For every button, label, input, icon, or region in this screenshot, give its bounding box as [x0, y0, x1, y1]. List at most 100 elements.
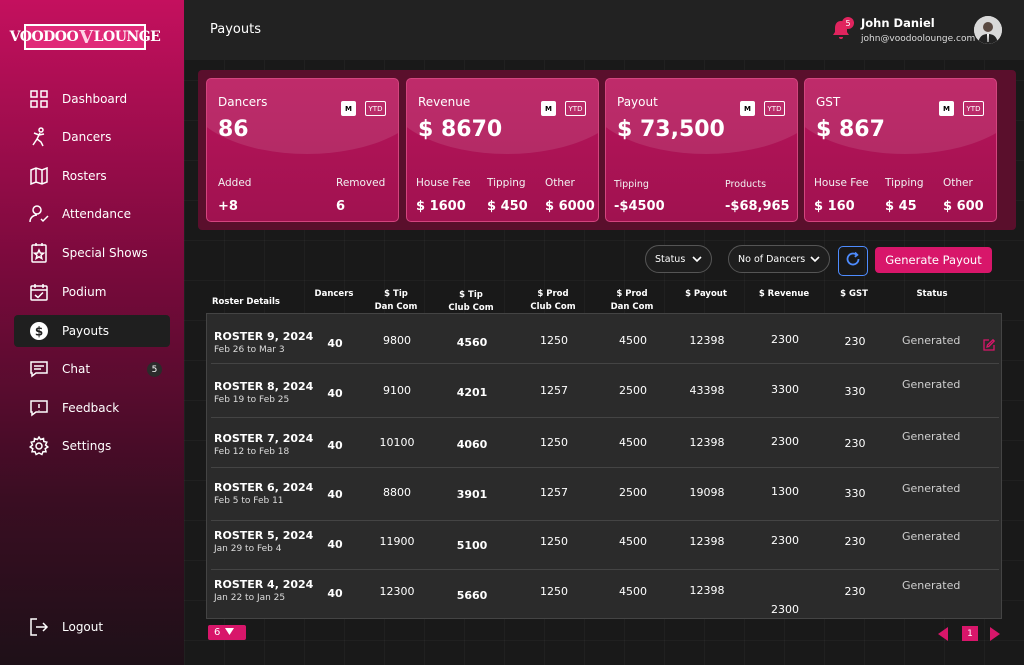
chevron-down-icon	[810, 254, 820, 267]
card-title: Payout	[617, 95, 658, 109]
column-header: $ Prod Club Com	[530, 289, 576, 312]
page-size-value: 6	[214, 627, 221, 638]
cell-gst: 330	[844, 385, 866, 398]
roster-dates: Feb 12 to Feb 18	[214, 447, 290, 457]
dollar-icon: $	[28, 320, 50, 342]
status-dropdown[interactable]: Status	[645, 245, 712, 273]
cell-prod-club: 1250	[540, 535, 568, 548]
avatar[interactable]	[974, 16, 1002, 44]
caret-down-icon	[225, 627, 235, 638]
cell-prod-club: 1257	[540, 486, 568, 499]
table-row[interactable]: ROSTER 7, 2024 Feb 12 to Feb 18 40 10100…	[207, 418, 1003, 468]
sidebar-item-attendance[interactable]: Attendance	[14, 198, 170, 230]
column-header: $ Tip Dan Com	[374, 289, 418, 312]
sub-label: Tipping	[885, 177, 924, 189]
status-badge: Generated	[902, 482, 961, 495]
cell-tip-dan: 12300	[379, 585, 415, 598]
roster-name: ROSTER 9, 2024	[214, 330, 314, 343]
payouts-table: ROSTER 9, 2024 Feb 26 to Mar 3 40 9800 4…	[206, 313, 1002, 619]
edit-icon[interactable]	[983, 336, 996, 355]
ytd-toggle[interactable]: YTD	[963, 101, 984, 116]
status-badge: Generated	[902, 579, 961, 592]
refresh-icon	[845, 251, 861, 271]
table-row[interactable]: ROSTER 9, 2024 Feb 26 to Mar 3 40 9800 4…	[207, 314, 1003, 364]
sub-value: $ 600	[943, 199, 984, 214]
sidebar-item-dancers[interactable]: Dancers	[14, 121, 170, 153]
logo-text-mid: V	[79, 26, 93, 48]
table-row[interactable]: ROSTER 4, 2024 Jan 22 to Jan 25 40 12300…	[207, 569, 1003, 619]
sidebar-item-label: Special Shows	[62, 246, 148, 260]
cell-payout: 12398	[689, 436, 725, 449]
cell-prod-dan: 4500	[619, 535, 647, 548]
sub-label: House Fee	[416, 177, 471, 189]
brand-logo[interactable]: VOODOO V LOUNGE	[10, 24, 161, 50]
ytd-toggle[interactable]: YTD	[764, 101, 785, 116]
logout-button[interactable]: Logout	[14, 611, 170, 643]
cell-prod-club: 1257	[540, 384, 568, 397]
cell-tip-dan: 10100	[379, 436, 415, 449]
table-row[interactable]: ROSTER 6, 2024 Feb 5 to Feb 11 40 8800 3…	[207, 471, 1003, 521]
dancers-dropdown[interactable]: No of Dancers	[728, 245, 830, 273]
next-page-icon[interactable]	[990, 626, 1000, 645]
sub-label: Products	[725, 179, 767, 190]
cell-tip-dan: 8800	[383, 486, 411, 499]
column-header: $ Tip Club Com	[448, 290, 494, 313]
card-value: $ 867	[816, 117, 885, 142]
grid-icon	[28, 88, 50, 110]
month-toggle[interactable]: M	[341, 101, 356, 116]
sidebar-item-feedback[interactable]: Feedback	[14, 392, 170, 424]
month-toggle[interactable]: M	[939, 101, 954, 116]
chat-unread-badge: 5	[147, 362, 162, 377]
sidebar-item-label: Settings	[62, 439, 112, 453]
ytd-toggle[interactable]: YTD	[365, 101, 386, 116]
user-check-icon	[28, 203, 50, 225]
cell-dancers: 40	[327, 337, 343, 350]
refresh-button[interactable]	[838, 246, 868, 276]
cell-revenue: 1300	[771, 485, 799, 498]
month-toggle[interactable]: M	[541, 101, 556, 116]
cell-payout: 12398	[689, 334, 725, 347]
roster-name: ROSTER 6, 2024	[214, 481, 314, 494]
cell-dancers: 40	[327, 387, 343, 400]
sub-value: $ 6000	[545, 199, 595, 214]
sidebar-item-rosters[interactable]: Rosters	[14, 160, 170, 192]
sidebar-item-payouts[interactable]: $ Payouts	[14, 315, 170, 347]
month-toggle[interactable]: M	[740, 101, 755, 116]
column-header: $ Payout	[685, 289, 727, 299]
roster-dates: Feb 26 to Mar 3	[214, 345, 285, 355]
page-size-select[interactable]: 6	[208, 625, 246, 640]
sub-value: $ 45	[885, 199, 917, 214]
column-header: $ Revenue	[758, 289, 810, 299]
card-value: $ 8670	[418, 117, 503, 142]
column-header: $ Prod Dan Com	[610, 289, 654, 312]
roster-name: ROSTER 5, 2024	[214, 529, 314, 542]
current-page[interactable]: 1	[962, 626, 978, 641]
table-row[interactable]: ROSTER 5, 2024 Jan 29 to Feb 4 40 11900 …	[207, 520, 1003, 570]
status-badge: Generated	[902, 378, 961, 391]
logout-icon	[28, 616, 50, 638]
dancer-icon	[28, 126, 50, 148]
ytd-toggle[interactable]: YTD	[565, 101, 586, 116]
sub-label: Tipping	[487, 177, 526, 189]
card-payout: Payout $ 73,500 M YTD Tipping -$4500 Pro…	[605, 78, 798, 222]
table-row[interactable]: ROSTER 8, 2024 Feb 19 to Feb 25 40 9100 …	[207, 368, 1003, 418]
roster-name: ROSTER 8, 2024	[214, 380, 314, 393]
column-header: Roster Details	[212, 297, 280, 307]
sidebar-item-settings[interactable]: Settings	[14, 430, 170, 462]
cell-tip-club: 4060	[456, 438, 488, 451]
notification-badge: 5	[842, 17, 854, 29]
chevron-down-icon	[692, 254, 702, 267]
generate-payout-button[interactable]: Generate Payout	[875, 247, 992, 273]
cell-gst: 330	[844, 487, 866, 500]
prev-page-icon[interactable]	[938, 626, 948, 645]
sidebar-item-label: Dancers	[62, 130, 112, 144]
main-content: Payouts 5 John Daniel john@voodoolounge.…	[184, 0, 1024, 665]
sidebar-item-special-shows[interactable]: Special Shows	[14, 237, 170, 269]
sidebar-item-podium[interactable]: Podium	[14, 276, 170, 308]
sub-label: House Fee	[814, 177, 869, 189]
logo-text-left: VOODOO	[9, 29, 79, 45]
feedback-icon	[28, 397, 50, 419]
chat-icon	[28, 358, 50, 380]
sidebar-item-chat[interactable]: Chat 5	[14, 353, 170, 385]
sidebar-item-dashboard[interactable]: Dashboard	[14, 83, 170, 115]
